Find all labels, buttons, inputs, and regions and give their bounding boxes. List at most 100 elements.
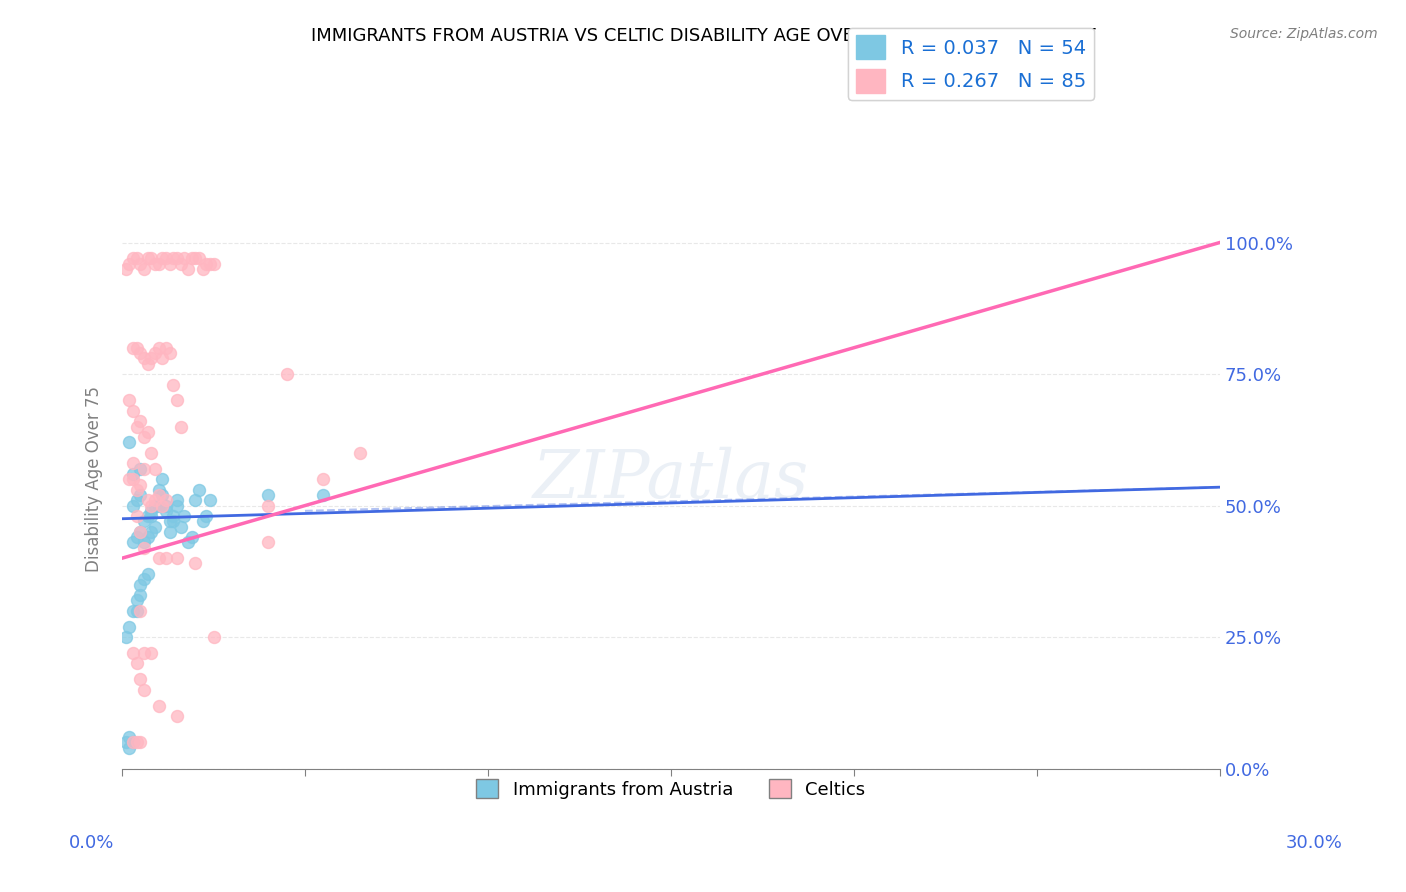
Point: [129, 414, 152, 428]
Point: [114, 735, 136, 749]
Point: [155, 499, 177, 513]
Point: [257, 488, 280, 502]
Point: [162, 514, 184, 528]
Point: [257, 499, 280, 513]
Point: [143, 493, 166, 508]
Point: [184, 493, 207, 508]
Point: [129, 462, 152, 476]
Point: [187, 483, 209, 497]
Point: [150, 351, 173, 366]
Point: [136, 252, 159, 266]
Point: [162, 252, 184, 266]
Point: [150, 472, 173, 486]
Point: [136, 530, 159, 544]
Point: [173, 509, 195, 524]
Point: [122, 341, 145, 355]
Point: [169, 419, 191, 434]
Point: [122, 404, 145, 418]
Point: [125, 735, 148, 749]
Point: [136, 566, 159, 581]
Text: Source: ZipAtlas.com: Source: ZipAtlas.com: [1230, 27, 1378, 41]
Point: [125, 483, 148, 497]
Point: [129, 524, 152, 539]
Point: [143, 519, 166, 533]
Point: [125, 657, 148, 671]
Point: [129, 524, 152, 539]
Point: [129, 346, 152, 360]
Point: [150, 499, 173, 513]
Point: [122, 735, 145, 749]
Point: [159, 346, 181, 360]
Legend: R = 0.037   N = 54, R = 0.267   N = 85: R = 0.037 N = 54, R = 0.267 N = 85: [848, 28, 1094, 100]
Point: [141, 446, 163, 460]
Point: [148, 256, 170, 270]
Point: [173, 252, 195, 266]
Point: [118, 730, 141, 744]
Point: [155, 252, 177, 266]
Point: [132, 462, 155, 476]
Point: [166, 499, 188, 513]
Point: [159, 514, 181, 528]
Point: [125, 509, 148, 524]
Point: [148, 483, 170, 497]
Point: [166, 709, 188, 723]
Point: [132, 514, 155, 528]
Point: [114, 261, 136, 276]
Point: [129, 256, 152, 270]
Text: IMMIGRANTS FROM AUSTRIA VS CELTIC DISABILITY AGE OVER 75 CORRELATION CHART: IMMIGRANTS FROM AUSTRIA VS CELTIC DISABI…: [311, 27, 1095, 45]
Point: [162, 509, 184, 524]
Point: [191, 261, 214, 276]
Point: [198, 256, 221, 270]
Point: [166, 493, 188, 508]
Point: [136, 425, 159, 439]
Point: [166, 252, 188, 266]
Point: [159, 256, 181, 270]
Point: [202, 256, 225, 270]
Point: [180, 252, 202, 266]
Point: [312, 472, 335, 486]
Point: [150, 488, 173, 502]
Y-axis label: Disability Age Over 75: Disability Age Over 75: [86, 386, 103, 573]
Point: [129, 604, 152, 618]
Point: [276, 367, 298, 381]
Point: [162, 377, 184, 392]
Point: [125, 341, 148, 355]
Point: [118, 740, 141, 755]
Point: [122, 604, 145, 618]
Point: [132, 261, 155, 276]
Point: [143, 462, 166, 476]
Point: [141, 351, 163, 366]
Point: [122, 735, 145, 749]
Point: [166, 551, 188, 566]
Point: [191, 514, 214, 528]
Point: [150, 252, 173, 266]
Point: [159, 524, 181, 539]
Point: [148, 499, 170, 513]
Point: [122, 499, 145, 513]
Point: [184, 252, 207, 266]
Point: [125, 419, 148, 434]
Point: [125, 604, 148, 618]
Point: [148, 341, 170, 355]
Point: [132, 430, 155, 444]
Point: [122, 457, 145, 471]
Point: [202, 630, 225, 644]
Point: [148, 698, 170, 713]
Point: [349, 446, 371, 460]
Point: [125, 252, 148, 266]
Point: [141, 646, 163, 660]
Point: [187, 252, 209, 266]
Point: [122, 535, 145, 549]
Point: [136, 357, 159, 371]
Point: [169, 519, 191, 533]
Point: [129, 672, 152, 686]
Point: [122, 252, 145, 266]
Point: [180, 530, 202, 544]
Point: [169, 256, 191, 270]
Point: [141, 499, 163, 513]
Point: [118, 435, 141, 450]
Point: [132, 541, 155, 555]
Point: [155, 504, 177, 518]
Point: [155, 551, 177, 566]
Text: 30.0%: 30.0%: [1286, 834, 1343, 852]
